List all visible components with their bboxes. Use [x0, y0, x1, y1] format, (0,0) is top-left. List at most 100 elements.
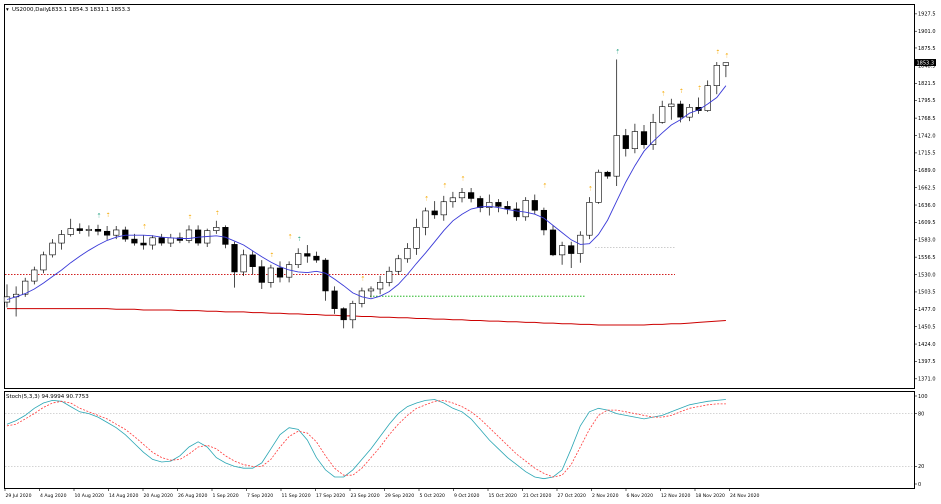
- price-panel[interactable]: ⇡ ⇡⇡⇡⇡⇡⇡ ⇡⇡⇡⇡⇡⇡ ⇡⇡⇡ ⇡ ⇡⇡ ⇡ 1927.51901.01875.51…: [3, 4, 936, 389]
- candle-body: [622, 135, 629, 149]
- candle-body: [67, 228, 74, 235]
- price-tick-label: 1768.5: [918, 116, 936, 122]
- price-tick-label: 1424.0: [918, 342, 936, 348]
- fractal-up-icon: ⇡: [661, 90, 666, 97]
- candle-body: [149, 237, 156, 246]
- candle: [295, 248, 302, 268]
- candle: [104, 226, 111, 240]
- price-tick-label: 1530.0: [918, 272, 936, 278]
- candle: [649, 113, 657, 150]
- candle-body: [659, 106, 666, 123]
- candle-body: [531, 200, 538, 211]
- price-tick-label: 1848.5: [918, 63, 936, 69]
- candle-body: [122, 229, 129, 240]
- candle-body: [40, 254, 47, 271]
- fractal-up-icon: ⇡: [588, 186, 593, 193]
- candle: [331, 286, 338, 314]
- candle-body: [404, 248, 411, 260]
- candle: [285, 261, 293, 283]
- candle-body: [213, 227, 220, 231]
- candle-body: [395, 258, 402, 272]
- candle-body: [267, 267, 275, 283]
- fractal-up-icon: ⇡: [679, 88, 684, 95]
- candle: [604, 170, 611, 179]
- stochastic-panel-border: [4, 391, 915, 489]
- stochastic-panel[interactable]: Stoch(5,3,3) 94.9994 90.7753 100 80 20 0: [4, 391, 928, 489]
- candle-body: [613, 135, 620, 177]
- candle-body: [495, 202, 502, 207]
- stochastic-main-line: [6, 399, 726, 480]
- time-tick-label: 1 Sep 2020: [213, 493, 239, 499]
- candle: [158, 233, 165, 246]
- candle: [76, 223, 83, 234]
- candle-body: [604, 171, 611, 177]
- candle-body: [413, 227, 420, 249]
- candle: [568, 241, 575, 268]
- candle-body: [185, 229, 193, 241]
- candle-body: [322, 259, 329, 292]
- long-moving-average: [7, 308, 726, 326]
- stochastic-tick-label: 100: [918, 394, 928, 400]
- stochastic-tick-label: 20: [918, 464, 924, 470]
- fractal-up-icon: ⇡: [96, 212, 101, 219]
- candle-body: [695, 107, 702, 111]
- candle: [240, 249, 247, 276]
- candle-body: [631, 131, 638, 149]
- time-tick-label: 9 Oct 2020: [454, 493, 480, 499]
- candle: [195, 225, 202, 246]
- candle: [131, 233, 138, 246]
- time-tick-label: 11 Sep 2020: [282, 493, 311, 499]
- fractal-up-icon: ⇡: [715, 49, 720, 56]
- price-tick-label: 1875.5: [918, 46, 936, 52]
- time-tick-label: 7 Sep 2020: [247, 493, 273, 499]
- candle-body: [94, 228, 102, 232]
- current-price-box: [915, 59, 936, 67]
- price-tick-label: 1636.0: [918, 203, 936, 209]
- price-tick-label: 1742.0: [918, 133, 936, 139]
- triangle-down-icon[interactable]: ▾: [6, 7, 9, 13]
- candle-body: [231, 244, 238, 273]
- candle-body: [22, 280, 29, 295]
- price-tick-label: 1927.5: [918, 12, 936, 18]
- stochastic-tick-label: 0: [918, 482, 921, 488]
- fractal-up-icon: ⇡: [460, 176, 465, 183]
- candle: [31, 266, 38, 285]
- candle-body: [568, 245, 575, 254]
- candle: [213, 220, 220, 234]
- candle-body: [285, 264, 293, 278]
- time-tick-label: 26 Aug 2020: [178, 493, 208, 499]
- candle-body: [313, 255, 320, 261]
- stochastic-axis: 100 80 20 0: [914, 394, 928, 488]
- candle: [504, 201, 511, 215]
- candle: [558, 241, 566, 265]
- fractal-up-icon: ⇡: [142, 224, 147, 231]
- candle-body: [195, 229, 202, 244]
- candle-body: [458, 192, 466, 199]
- candle: [249, 250, 256, 275]
- time-tick-label: 14 Aug 2020: [109, 493, 139, 499]
- time-tick-label: 29 Jul 2020: [6, 493, 32, 499]
- candle-body: [386, 270, 393, 283]
- price-tick-label: 1371.0: [918, 377, 936, 383]
- candle: [185, 225, 193, 244]
- candle: [549, 225, 557, 257]
- candle-body: [376, 282, 384, 290]
- candle: [522, 197, 529, 221]
- candle-body: [276, 267, 284, 278]
- candle-body: [449, 197, 457, 203]
- time-tick-label: 12 Nov 2020: [661, 493, 690, 499]
- price-tick-label: 1715.5: [918, 151, 936, 157]
- candle: [13, 286, 20, 317]
- candle: [486, 194, 493, 216]
- candle-body: [713, 65, 720, 86]
- price-tick-label: 1821.5: [918, 81, 936, 87]
- candle: [458, 187, 466, 203]
- candle: [94, 224, 102, 236]
- price-panel-border: [4, 4, 915, 389]
- candle-body: [340, 308, 347, 321]
- time-tick-label: 23 Sep 2020: [351, 493, 380, 499]
- stochastic-lines: [6, 399, 726, 480]
- fractal-up-icon: ⇡: [297, 236, 302, 243]
- candle-body: [113, 229, 120, 236]
